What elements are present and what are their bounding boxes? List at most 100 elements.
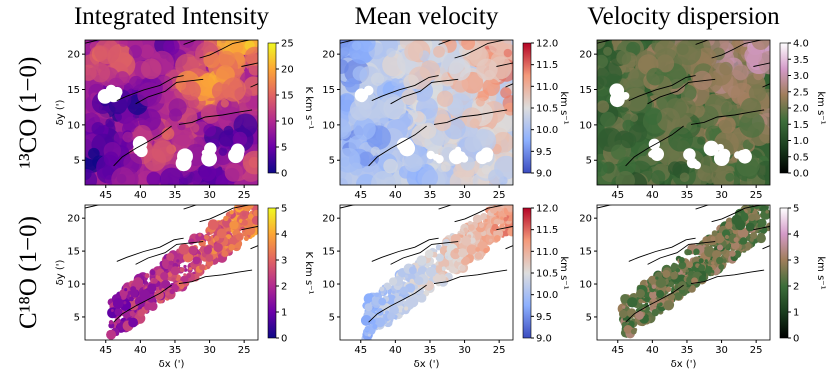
colorbar <box>523 208 531 338</box>
y-tick-label: 15 <box>67 85 80 96</box>
panel: 45403530255101520δx (')012345km s⁻¹ <box>579 183 829 370</box>
y-tick-label: 5 <box>329 312 335 323</box>
y-tick-label: 20 <box>67 50 80 61</box>
x-tick-label: 30 <box>458 345 471 356</box>
colorbar-tick-label: 20 <box>281 65 294 76</box>
colorbar-tick-label: 11.0 <box>536 247 558 258</box>
y-tick-label: 10 <box>67 280 80 291</box>
colorbar-label: km s⁻¹ <box>558 91 569 124</box>
x-tick-label: 25 <box>493 345 506 356</box>
y-axis-label: δy (') <box>55 260 66 286</box>
x-tick-label: 40 <box>134 190 147 201</box>
x-tick-label: 25 <box>238 345 251 356</box>
colorbar-label: km s⁻¹ <box>558 256 569 289</box>
colorbar-tick-label: 4 <box>281 230 287 241</box>
y-tick-label: 10 <box>322 120 335 131</box>
y-tick-label: 10 <box>579 120 592 131</box>
colorbar-tick-label: 1 <box>281 308 287 319</box>
colorbar-tick-label: 9.5 <box>536 312 552 323</box>
row-label: C¹⁸O (1−0) <box>15 216 42 329</box>
x-tick-label: 35 <box>681 345 694 356</box>
y-tick-label: 15 <box>67 247 80 258</box>
y-tick-label: 5 <box>74 156 80 167</box>
colorbar <box>523 43 531 173</box>
colorbar-tick-label: 0.0 <box>793 169 809 180</box>
panel: 45403530255101520δy (')Integrated Intens… <box>15 3 321 201</box>
colorbar-tick-label: 10.0 <box>536 290 558 301</box>
x-tick-label: 45 <box>354 190 367 201</box>
colorbar-tick-label: 0 <box>793 334 799 345</box>
x-tick-label: 40 <box>389 190 402 201</box>
panel: 45403530255101520Mean velocity9.09.510.0… <box>322 3 576 201</box>
colorbar-tick-label: 25 <box>281 39 294 50</box>
colorbar-tick-label: 2 <box>281 282 287 293</box>
x-tick-label: 35 <box>424 345 437 356</box>
colorbar-tick-label: 9.0 <box>536 334 552 345</box>
y-tick-label: 5 <box>74 312 80 323</box>
colorbar-tick-label: 2.0 <box>793 104 809 115</box>
colorbar-tick-label: 12.0 <box>536 204 558 215</box>
colorbar <box>268 208 276 338</box>
y-tick-label: 15 <box>579 85 592 96</box>
x-tick-label: 25 <box>238 190 251 201</box>
x-tick-label: 30 <box>715 190 728 201</box>
y-tick-label: 15 <box>322 247 335 258</box>
x-axis-label: δx (') <box>414 359 440 370</box>
colorbar-tick-label: 10.5 <box>536 104 558 115</box>
y-axis-label: δy (') <box>55 100 66 126</box>
x-tick-label: 45 <box>99 345 112 356</box>
colorbar-tick-label: 12.0 <box>536 39 558 50</box>
y-tick-label: 10 <box>579 280 592 291</box>
colorbar-tick-label: 0 <box>281 169 287 180</box>
x-tick-label: 40 <box>389 345 402 356</box>
x-tick-label: 25 <box>750 190 763 201</box>
colorbar-tick-label: 3 <box>281 256 287 267</box>
colorbar-tick-label: 11.5 <box>536 225 558 236</box>
y-tick-label: 5 <box>586 156 592 167</box>
x-tick-label: 35 <box>169 345 182 356</box>
colorbar-tick-label: 9.0 <box>536 169 552 180</box>
y-tick-label: 20 <box>322 214 335 225</box>
x-tick-label: 45 <box>611 345 624 356</box>
colorbar-tick-label: 3.5 <box>793 55 809 66</box>
colorbar-tick-label: 5 <box>281 143 287 154</box>
x-tick-label: 45 <box>99 190 112 201</box>
column-title: Integrated Intensity <box>74 3 270 30</box>
colorbar-tick-label: 11.0 <box>536 82 558 93</box>
colorbar-tick-label: 5 <box>281 204 287 215</box>
colorbar-tick-label: 1 <box>793 308 799 319</box>
x-tick-label: 25 <box>750 345 763 356</box>
colorbar-tick-label: 2.5 <box>793 87 809 98</box>
x-tick-label: 25 <box>493 190 506 201</box>
colorbar <box>268 43 276 173</box>
x-tick-label: 30 <box>458 190 471 201</box>
y-tick-label: 20 <box>579 50 592 61</box>
y-tick-label: 20 <box>322 50 335 61</box>
x-tick-label: 30 <box>715 345 728 356</box>
row-label: ¹³CO (1−0) <box>15 57 42 169</box>
colorbar-label: K km s⁻¹ <box>303 252 314 295</box>
colorbar <box>780 208 788 338</box>
x-tick-label: 40 <box>646 345 659 356</box>
x-axis-label: δx (') <box>159 359 185 370</box>
x-tick-label: 45 <box>354 345 367 356</box>
colorbar-tick-label: 9.5 <box>536 147 552 158</box>
y-tick-label: 20 <box>67 214 80 225</box>
panel: 45 40 35 30 25 5 10 15 20 δx (') 9.0 9.5 10.0 10.5 11.… <box>322 183 576 370</box>
x-tick-label: 30 <box>203 190 216 201</box>
colorbar-label: K km s⁻¹ <box>303 87 314 130</box>
colorbar <box>780 43 788 173</box>
y-tick-label: 5 <box>586 312 592 323</box>
colorbar-tick-label: 4.0 <box>793 39 809 50</box>
colorbar-tick-label: 10.5 <box>536 269 558 280</box>
x-tick-label: 35 <box>169 190 182 201</box>
x-tick-label: 35 <box>681 190 694 201</box>
colorbar-tick-label: 0 <box>281 334 287 345</box>
colorbar-tick-label: 0.5 <box>793 152 809 163</box>
colorbar-tick-label: 5 <box>793 204 799 215</box>
colorbar-tick-label: 11.5 <box>536 60 558 71</box>
y-tick-label: 10 <box>322 280 335 291</box>
colorbar-tick-label: 3.0 <box>793 71 809 82</box>
y-tick-label: 15 <box>322 85 335 96</box>
